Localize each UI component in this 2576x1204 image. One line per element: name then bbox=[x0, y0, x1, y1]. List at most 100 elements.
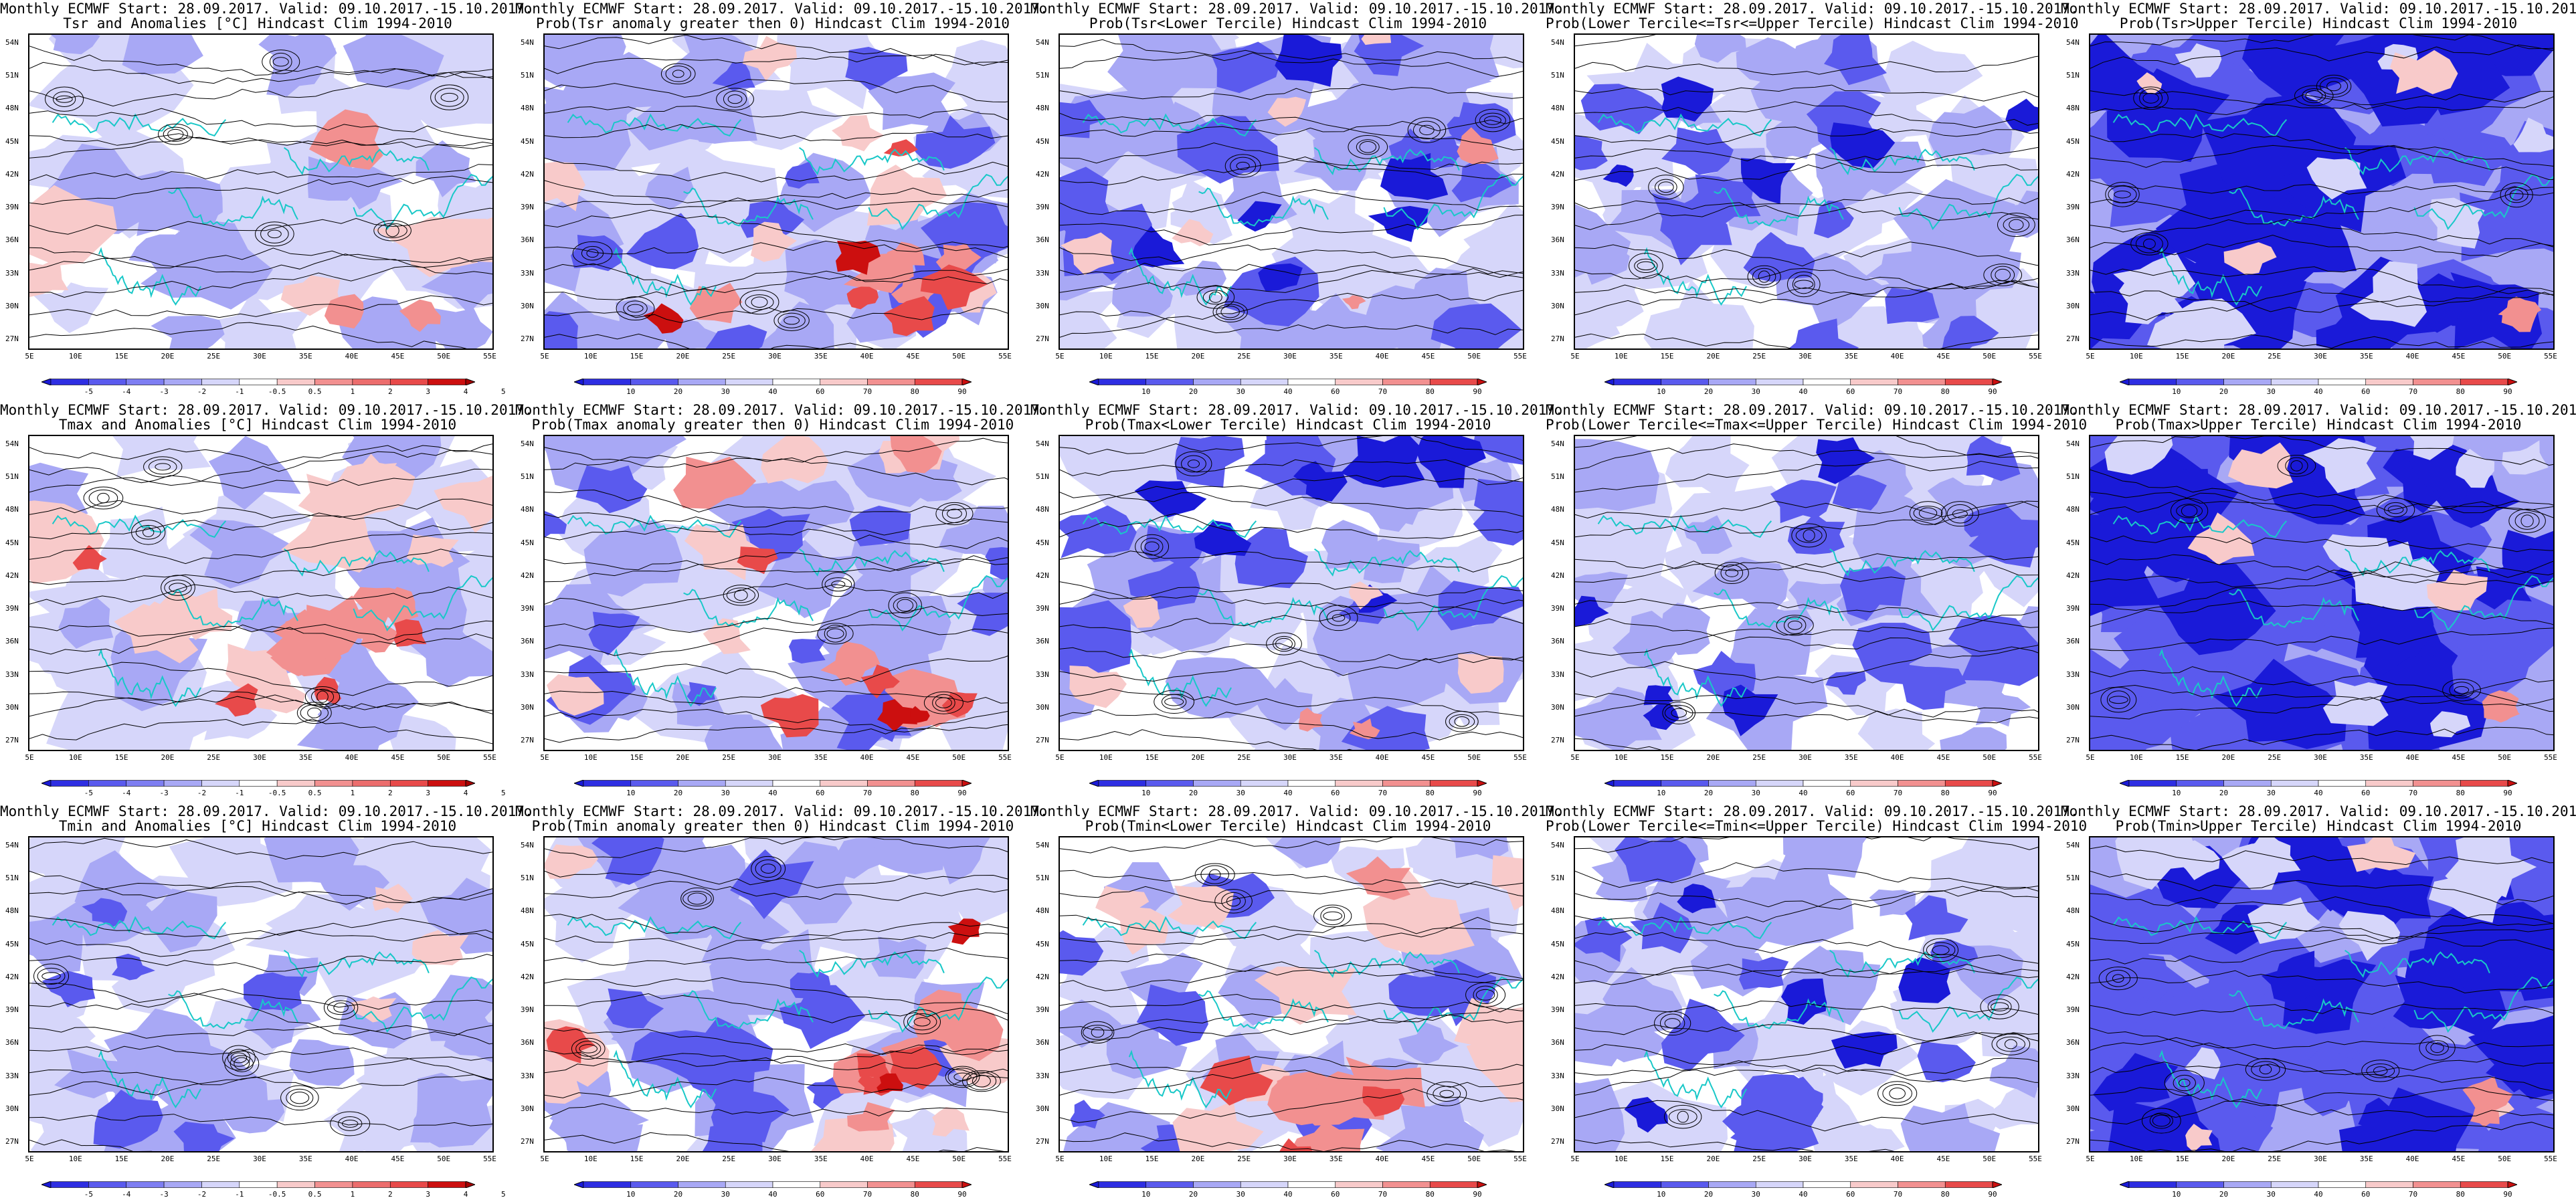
longitude-tick-label: 30E bbox=[2314, 1155, 2327, 1163]
panel-title: Monthly ECMWF Start: 28.09.2017. Valid: … bbox=[1030, 402, 1564, 418]
contour-line bbox=[1060, 1007, 1523, 1031]
contour-ring bbox=[1226, 896, 1241, 907]
latitude-tick-label: 48N bbox=[521, 104, 534, 113]
contour-ring bbox=[586, 249, 599, 258]
colorbar-arrow-high bbox=[465, 379, 475, 385]
colorbar-segment bbox=[772, 780, 821, 787]
latitude-tick-label: 51N bbox=[1036, 874, 1049, 883]
contour-ring bbox=[716, 88, 754, 110]
colorbar-segment bbox=[50, 379, 89, 385]
contour-line bbox=[545, 54, 1008, 74]
colorbar-segment bbox=[2176, 780, 2224, 787]
longitude-tick-label: 30E bbox=[1799, 753, 1812, 762]
contour-line bbox=[29, 62, 492, 84]
longitude-tick-label: 45E bbox=[391, 753, 405, 762]
contour-ring bbox=[56, 95, 73, 103]
colorbar-segment bbox=[2460, 1181, 2508, 1188]
contour-ring bbox=[826, 628, 844, 639]
colorbar-tick-label: 40 bbox=[768, 387, 777, 396]
colorbar-segment bbox=[630, 1181, 678, 1188]
colorbar-tick-label: -5 bbox=[84, 387, 93, 396]
contour-line bbox=[1060, 914, 1523, 938]
contour-ring bbox=[1720, 564, 1744, 582]
panel-subtitle: Prob(Tmax anomaly greater then 0) Hindca… bbox=[531, 417, 1014, 433]
longitude-tick-label: 45E bbox=[906, 1155, 920, 1163]
latitude-tick-label: 45N bbox=[1036, 538, 1049, 547]
map-panel: Monthly ECMWF Start: 28.09.2017. Valid: … bbox=[0, 401, 533, 803]
field-shading bbox=[29, 837, 492, 1151]
map-panel: Monthly ECMWF Start: 28.09.2017. Valid: … bbox=[1030, 401, 1564, 803]
contour-line bbox=[1060, 1132, 1516, 1151]
longitude-tick-label: 30E bbox=[768, 352, 781, 361]
contour-ring bbox=[272, 57, 289, 67]
contour-line bbox=[29, 1114, 492, 1130]
contour-line bbox=[2090, 696, 2553, 720]
contour-ring bbox=[135, 524, 161, 540]
contour-ring bbox=[2141, 1108, 2181, 1134]
contour-ring bbox=[323, 995, 359, 1020]
contour-ring bbox=[2173, 1074, 2196, 1092]
latitude-tick-label: 51N bbox=[1036, 472, 1049, 482]
longitude-tick-label: 40E bbox=[1375, 352, 1389, 361]
longitude-tick-label: 50E bbox=[2498, 1155, 2512, 1163]
colorbar-segment bbox=[163, 379, 202, 385]
colorbar-tick-label: -3 bbox=[159, 789, 169, 797]
contour-ring bbox=[1212, 301, 1248, 323]
contour-line bbox=[1060, 1069, 1523, 1096]
contour-ring bbox=[385, 224, 399, 237]
latitude-tick-label: 33N bbox=[521, 268, 534, 278]
contour-line bbox=[1060, 290, 1523, 338]
panel-title: Monthly ECMWF Start: 28.09.2017. Valid: … bbox=[0, 803, 533, 819]
colorbar-tick-label: 30 bbox=[1236, 789, 1245, 797]
contour-line bbox=[1575, 84, 2038, 102]
latitude-tick-label: 30N bbox=[1036, 702, 1049, 712]
colorbar-segment bbox=[1287, 379, 1336, 385]
contour-line bbox=[1575, 1058, 2038, 1096]
contour-ring bbox=[581, 245, 604, 261]
coastline bbox=[52, 916, 492, 1108]
latitude-tick-label: 54N bbox=[1551, 439, 1564, 448]
contour-ring bbox=[1144, 541, 1160, 552]
contour-line bbox=[29, 136, 492, 159]
map-area bbox=[1574, 33, 2039, 350]
longitude-tick-label: 5E bbox=[25, 1155, 34, 1163]
contour-ring bbox=[222, 1045, 256, 1071]
contour-line bbox=[545, 583, 1008, 610]
contour-ring bbox=[286, 1088, 314, 1107]
panel-title: Monthly ECMWF Start: 28.09.2017. Valid: … bbox=[1030, 803, 1564, 819]
contour-ring bbox=[2004, 1039, 2017, 1049]
coastline bbox=[2112, 113, 2553, 306]
latitude-tick-label: 45N bbox=[5, 136, 19, 146]
colorbar-legend bbox=[2120, 379, 2517, 385]
colorbar-legend bbox=[1604, 1181, 2002, 1188]
contour-ring bbox=[267, 229, 282, 239]
longitude-tick-label: 20E bbox=[161, 753, 175, 762]
contour-ring bbox=[1433, 1086, 1461, 1102]
contour-ring bbox=[1449, 714, 1475, 729]
contour-ring bbox=[660, 63, 696, 85]
contour-line bbox=[545, 512, 1008, 536]
longitude-tick-label: 25E bbox=[207, 1155, 221, 1163]
contour-line bbox=[1060, 475, 1523, 515]
colorbar-segment bbox=[1850, 1181, 1898, 1188]
colorbar-tick-label: 20 bbox=[2219, 1190, 2229, 1199]
contour-line bbox=[29, 662, 492, 696]
latitude-tick-label: 36N bbox=[1036, 235, 1049, 245]
colorbar-arrow-high bbox=[1477, 1181, 1487, 1188]
colorbar-segment bbox=[1613, 379, 1662, 385]
longitude-tick-label: 45E bbox=[2452, 753, 2466, 762]
contour-line bbox=[1060, 269, 1523, 293]
contour-ring bbox=[1331, 614, 1346, 622]
colorbar-legend bbox=[1089, 379, 1487, 385]
contour-ring bbox=[2176, 504, 2203, 518]
longitude-tick-label: 40E bbox=[860, 753, 874, 762]
latitude-tick-label: 54N bbox=[521, 841, 534, 849]
panel-title: Monthly ECMWF Start: 28.09.2017. Valid: … bbox=[2061, 1, 2576, 17]
contour-line bbox=[1575, 692, 2038, 718]
colorbar-tick-label: 90 bbox=[2503, 789, 2512, 797]
contour-line bbox=[1575, 702, 2038, 724]
map-panel: Monthly ECMWF Start: 28.09.2017. Valid: … bbox=[1546, 0, 2079, 401]
colorbar-segment bbox=[1382, 780, 1431, 787]
colorbar-tick-label: -1 bbox=[235, 789, 244, 797]
colorbar-tick-label: 20 bbox=[673, 1190, 683, 1199]
